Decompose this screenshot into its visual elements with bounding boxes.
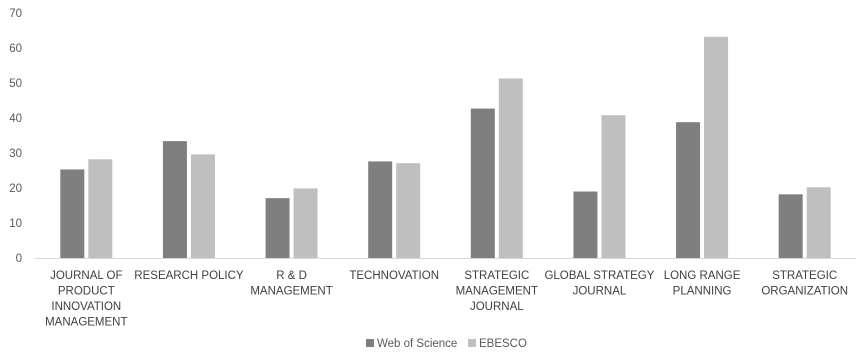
x-tick-label: JOURNAL bbox=[470, 301, 524, 313]
x-tick-label: STRATEGIC bbox=[464, 270, 529, 282]
y-tick-label: 70 bbox=[9, 8, 22, 20]
category-labels: JOURNAL OF PRODUCT INNOVATION MANAGEMENT RES… bbox=[45, 270, 848, 329]
y-axis-ticks: 0 10 20 30 40 50 60 70 bbox=[9, 8, 22, 265]
bar-ebesco bbox=[396, 163, 421, 258]
x-tick-label: MANAGEMENT bbox=[250, 286, 332, 298]
bar-web-of-science bbox=[265, 198, 290, 258]
x-tick-label: R & D bbox=[276, 270, 307, 282]
legend-swatch bbox=[468, 339, 476, 347]
y-tick-label: 50 bbox=[9, 78, 22, 90]
legend: Web of Science EBESCO bbox=[366, 338, 527, 350]
bar-ebesco bbox=[88, 159, 113, 258]
x-tick-label: INNOVATION bbox=[51, 301, 121, 313]
x-tick-label: TECHNOVATION bbox=[349, 270, 439, 282]
bar-web-of-science bbox=[470, 108, 495, 258]
bar-ebesco bbox=[190, 154, 215, 258]
x-tick-label: ORGANIZATION bbox=[761, 286, 848, 298]
x-tick-label: STRATEGIC bbox=[772, 270, 837, 282]
x-tick-label: LONG RANGE bbox=[664, 270, 741, 282]
y-tick-label: 20 bbox=[9, 183, 22, 195]
x-tick-label: PRODUCT bbox=[58, 286, 115, 298]
bar-ebesco bbox=[498, 78, 523, 258]
x-tick-label: JOURNAL OF bbox=[50, 270, 122, 282]
bar-web-of-science bbox=[368, 161, 393, 258]
x-tick-label: PLANNING bbox=[673, 286, 732, 298]
legend-label: Web of Science bbox=[377, 338, 457, 350]
y-tick-label: 30 bbox=[9, 148, 22, 160]
legend-swatch bbox=[366, 339, 374, 347]
legend-label: EBESCO bbox=[479, 338, 527, 350]
bar-ebesco bbox=[601, 115, 626, 258]
x-tick-label: RESEARCH POLICY bbox=[134, 270, 244, 282]
x-tick-label: JOURNAL bbox=[573, 286, 627, 298]
x-tick-label: MANAGEMENT bbox=[456, 286, 538, 298]
bars bbox=[60, 36, 831, 258]
y-tick-label: 40 bbox=[9, 113, 22, 125]
x-tick-label: GLOBAL STRATEGY bbox=[544, 270, 654, 282]
bar-ebesco bbox=[293, 188, 318, 258]
y-tick-label: 10 bbox=[9, 218, 22, 230]
bar-web-of-science bbox=[778, 194, 803, 258]
y-tick-label: 60 bbox=[9, 43, 22, 55]
bar-web-of-science bbox=[60, 169, 85, 258]
y-tick-label: 0 bbox=[16, 253, 22, 265]
bar-ebesco bbox=[806, 187, 831, 258]
bar-web-of-science bbox=[676, 122, 701, 258]
x-tick-label: MANAGEMENT bbox=[45, 317, 127, 329]
bar-web-of-science bbox=[573, 191, 598, 258]
bar-ebesco bbox=[704, 36, 729, 258]
bar-web-of-science bbox=[162, 141, 187, 258]
